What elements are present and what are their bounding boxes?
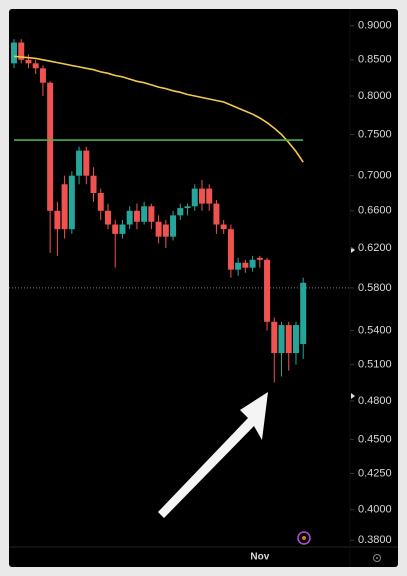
candle-body [32,63,39,69]
candle-body [112,224,119,234]
candle-body [11,42,17,64]
y-tick-label: 0.5400 [358,324,392,336]
candle-body [47,82,54,211]
candle-body [148,206,155,222]
y-tick-label: 0.7500 [358,128,392,140]
candle-body [278,325,285,354]
y-tick-label: 0.4000 [358,504,392,516]
candle-body [300,282,307,344]
candle-body [162,224,169,237]
y-tick-label: 0.5800 [358,282,392,294]
candle-body [198,188,205,204]
candle-body [170,215,177,237]
price-marker [351,393,355,399]
y-tick-label: 0.7000 [358,170,392,182]
chart-panel [9,9,398,567]
candle-body [155,221,162,237]
candle-body [133,210,140,222]
candle-body [126,210,133,225]
candle-body [285,325,292,354]
candle-body [104,210,111,225]
candle-body [141,206,148,222]
candle-body [184,206,191,209]
x-tick-label: Nov [250,552,269,563]
ma-line [13,55,304,163]
candle-body [39,68,46,83]
candle-body [235,262,242,270]
candle-body [61,184,68,230]
candle-body [249,259,256,268]
y-tick-label: 0.6600 [358,205,392,217]
y-tick-label: 0.8500 [358,54,392,66]
watermark-icon [297,531,311,545]
y-tick-label: 0.5100 [358,359,392,371]
candle-body [220,224,227,230]
candle-body [119,224,126,234]
y-tick-label: 0.8000 [358,90,392,102]
candle-body [256,257,263,260]
settings-icon[interactable] [373,554,381,562]
candle-body [68,175,75,230]
candle-body [213,203,220,225]
candle-body [25,59,32,64]
candle-body [76,150,83,176]
candle-body [177,208,184,216]
y-tick-label: 0.4250 [358,467,392,479]
candle-body [83,150,90,176]
candle-body [97,192,104,211]
y-tick-label: 0.3800 [358,534,392,546]
candle-body [242,262,249,268]
y-tick-label: 0.4500 [358,433,392,445]
candle-body [206,188,213,204]
y-tick-label: 0.4800 [358,395,392,407]
candle-body [271,321,278,354]
candle-body [264,259,271,322]
candle-body [227,229,234,270]
candle-body [54,210,61,230]
arrow [158,392,268,518]
y-tick-label: 0.6200 [358,242,392,254]
y-tick-label: 0.9000 [358,20,392,32]
candle-body [292,325,299,354]
candle-body [90,175,97,193]
candle-body [191,188,198,207]
candle-body [18,42,25,60]
